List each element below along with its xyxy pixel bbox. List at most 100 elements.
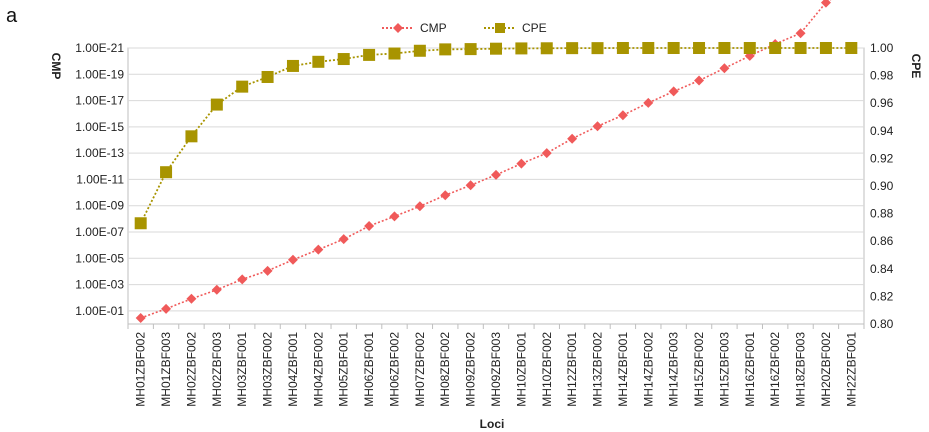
left-tick-label: 1.00E-13 [75,146,124,160]
x-tick-label: MH05ZBF001 [337,332,351,407]
cmp-point [262,265,273,276]
x-tick-label: MH14ZBF001 [616,332,630,407]
cpe-point [642,42,655,54]
cpe-point [490,42,502,55]
left-tick-label: 1.00E-09 [75,199,124,213]
x-tick-label: MH16ZBF001 [743,332,757,407]
x-tick-label: MH06ZBF001 [362,332,376,407]
left-axis-title: CMP [49,53,63,80]
cmp-point [516,158,527,169]
right-tick-label: 0.82 [870,289,894,303]
cmp-point [820,0,831,8]
cpe-point [439,43,452,56]
cpe-point [616,42,629,54]
left-tick-label: 1.00E-03 [75,278,124,292]
cpe-point [819,42,832,54]
x-tick-label: MH15ZBF003 [717,332,731,407]
cmp-point [668,86,679,97]
cpe-point [464,43,477,56]
cpe-point [261,70,274,83]
cpe-point [413,44,426,57]
x-tick-label: MH02ZBF003 [210,332,224,407]
x-tick-label: MH10ZBF001 [514,332,528,407]
right-tick-label: 0.80 [870,317,894,331]
legend-label-cpe: CPE [522,21,547,35]
cmp-point [389,211,400,222]
right-tick-label: 0.88 [870,207,894,221]
left-tick-label: 1.00E-01 [75,304,124,318]
x-tick-label: MH20ZBF002 [819,332,833,407]
right-tick-label: 0.94 [870,124,894,138]
x-tick-label: MH15ZBF002 [692,332,706,407]
x-tick-label: MH13ZBF002 [591,332,605,407]
x-tick-label: MH04ZBF002 [311,332,325,407]
cmp-point [567,133,578,144]
right-tick-label: 0.96 [870,96,894,110]
cpe-line [139,47,852,224]
cpe-point [667,42,680,54]
cmp-point [440,190,451,201]
x-tick-label: MH14ZBF002 [641,332,655,407]
legend-label-cmp: CMP [420,21,447,35]
right-axis-title: CPE [909,54,923,79]
cpe-point [540,42,553,55]
x-tick-label: MH22ZBF001 [844,332,858,407]
cpe-point [566,42,579,55]
cmp-point [592,121,603,132]
cpe-point [591,42,604,55]
cmp-point [313,244,324,255]
left-tick-label: 1.00E-17 [75,94,124,108]
x-tick-label: MH10ZBF002 [540,332,554,407]
cpe-point [134,217,147,230]
right-tick-label: 0.90 [870,179,894,193]
cmp-point [643,97,654,108]
x-tick-label: MH04ZBF001 [286,332,300,407]
right-tick-label: 1.00 [870,41,894,55]
cmp-point [617,110,628,121]
x-tick-label: MH03ZBF002 [261,332,275,407]
legend-item-cmp: CMP [382,21,447,35]
cpe-point [515,42,528,55]
cpe-point [210,98,223,111]
left-tick-label: 1.00E-19 [75,67,124,81]
x-tick-label: MH01ZBF003 [159,332,173,407]
cpe-point [286,59,299,72]
x-tick-label: MH06ZBF002 [387,332,401,407]
cmp-point [465,180,476,191]
cmp-point [338,234,349,245]
right-tick-label: 0.98 [870,69,894,83]
cpe-point [236,80,249,93]
legend: CMP CPE [382,21,547,35]
cpe-point [693,42,706,54]
x-axis: MH01ZBF002 MH01ZBF003 MH02ZBF002 MH02ZBF003… [127,324,865,407]
cpe-point [185,130,198,143]
left-tick-label: 1.00E-05 [75,251,124,265]
cpe-point [160,166,173,179]
cmp-point [719,63,730,74]
left-tick-label: 1.00E-07 [75,225,124,239]
cmp-point [135,313,146,324]
x-tick-label: MH09ZBF002 [464,332,478,407]
series-cmp [135,0,832,324]
series-cpe [134,42,858,230]
cmp-point [541,148,552,159]
cpe-point [388,47,401,60]
x-tick-label: MH01ZBF002 [134,332,148,407]
cpe-point [337,53,350,66]
left-tick-label: 1.00E-11 [76,172,124,186]
legend-marker-cpe [495,23,505,33]
cmp-point [287,254,298,265]
gridlines [128,47,864,312]
left-tick-label: 1.00E-15 [75,120,124,134]
cpe-point [743,42,756,54]
x-tick-label: MH16ZBF002 [768,332,782,407]
x-tick-label: MH14ZBF003 [667,332,681,407]
left-axis: 1.00E-21 1.00E-19 1.00E-17 1.00E-15 1.00E-13… [75,41,124,318]
right-tick-label: 0.84 [870,262,894,276]
legend-marker-cmp [393,23,403,33]
x-tick-label: MH08ZBF002 [438,332,452,407]
panel-label: a [6,5,18,27]
legend-item-cpe: CPE [484,21,547,35]
x-tick-label: MH03ZBF001 [235,332,249,407]
